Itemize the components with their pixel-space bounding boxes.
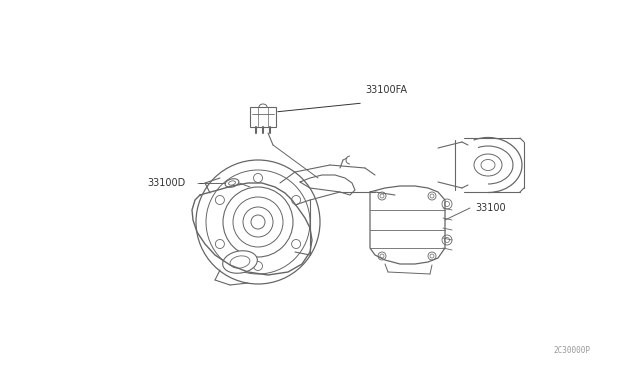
Ellipse shape xyxy=(225,179,239,187)
Text: 33100FA: 33100FA xyxy=(365,85,407,95)
FancyBboxPatch shape xyxy=(250,107,276,127)
Text: 33100D: 33100D xyxy=(147,178,185,188)
Text: —: — xyxy=(197,180,204,186)
Ellipse shape xyxy=(223,251,257,273)
Text: 33100: 33100 xyxy=(475,203,506,213)
Text: 2C30000P: 2C30000P xyxy=(553,346,590,355)
